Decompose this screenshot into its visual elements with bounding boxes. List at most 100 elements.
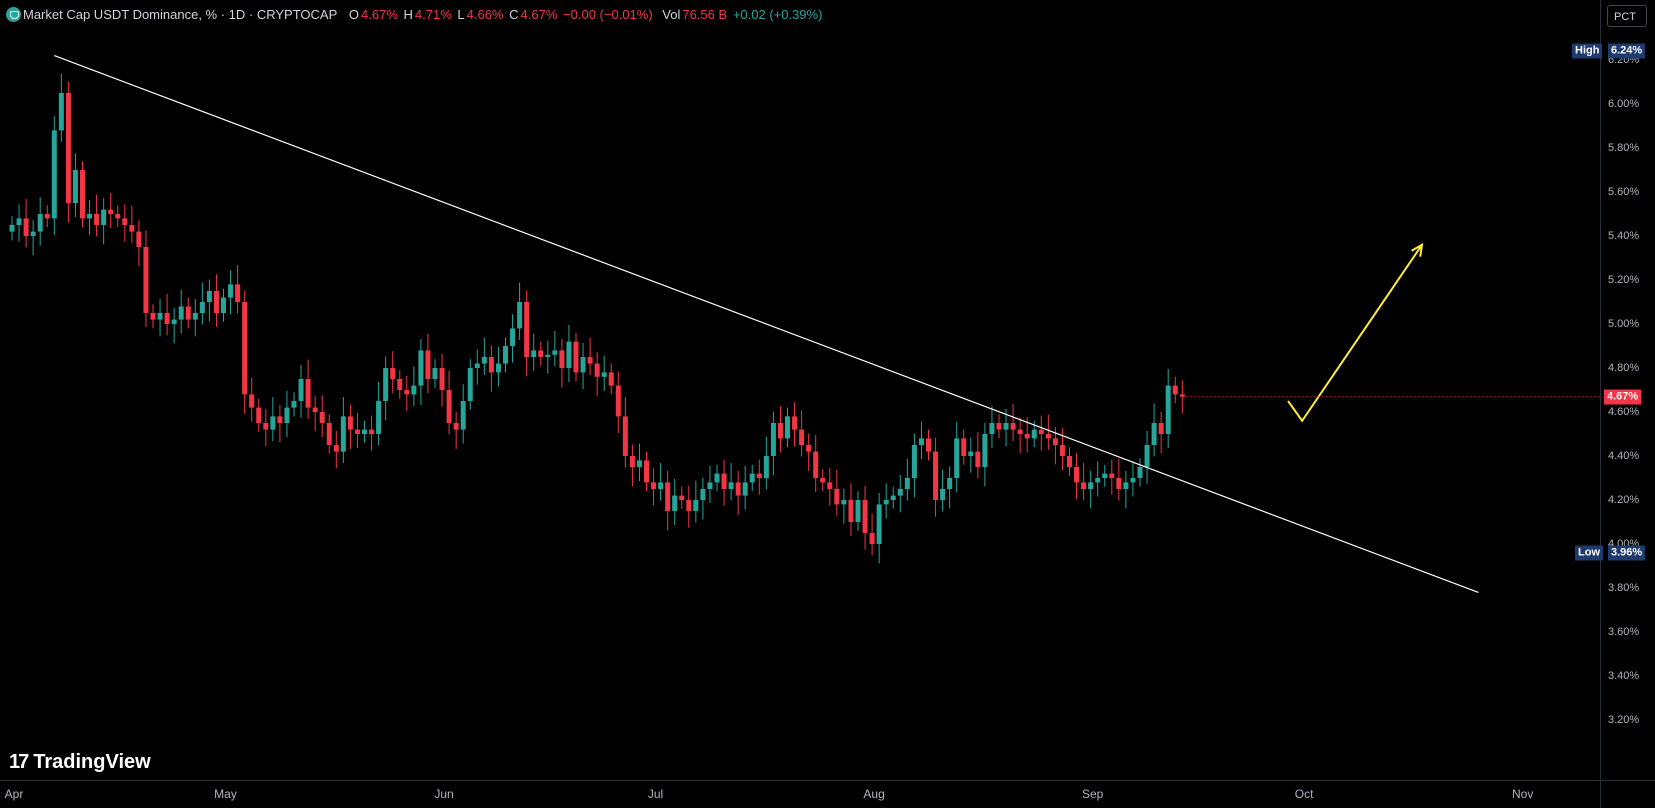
- candle-body: [897, 489, 903, 496]
- candle: [94, 194, 100, 237]
- candle-body: [65, 93, 71, 203]
- candle: [848, 483, 854, 537]
- price-chart[interactable]: [0, 0, 1600, 780]
- candle: [326, 414, 332, 454]
- time-tick-label: Jun: [434, 787, 454, 801]
- candle-body: [785, 416, 790, 439]
- candle: [770, 411, 776, 476]
- candle: [495, 346, 501, 387]
- candle-body: [249, 394, 255, 408]
- volume-label: Vol: [662, 7, 681, 22]
- candle: [531, 333, 537, 372]
- candle: [235, 265, 241, 314]
- time-axis[interactable]: [0, 780, 1600, 808]
- candle: [1144, 430, 1150, 484]
- candle-body: [728, 482, 734, 489]
- candle: [820, 469, 826, 492]
- candle: [1038, 415, 1044, 451]
- candle: [1067, 447, 1072, 476]
- candle-body: [432, 368, 438, 379]
- candle: [672, 478, 678, 526]
- projection-arrow[interactable]: [1287, 244, 1423, 423]
- candle-body: [1102, 473, 1108, 478]
- candle: [347, 404, 353, 449]
- candle: [714, 464, 720, 492]
- candle-body: [566, 341, 572, 368]
- candle: [629, 444, 635, 487]
- candle: [566, 324, 572, 383]
- candle: [164, 293, 170, 336]
- candle-body: [594, 363, 600, 377]
- candle-body: [425, 350, 431, 379]
- candle-body: [263, 423, 269, 430]
- candle-body: [305, 379, 311, 408]
- candle-body: [1010, 423, 1016, 430]
- candle-body: [503, 346, 508, 364]
- candle: [446, 370, 452, 435]
- symbol-title: Market Cap USDT Dominance, % · 1D · CRYP…: [23, 7, 338, 22]
- candle-body: [1024, 434, 1030, 439]
- candle-body: [157, 313, 163, 320]
- candle-body: [213, 291, 219, 313]
- candle: [467, 359, 473, 410]
- candle-body: [298, 379, 304, 401]
- candle: [707, 465, 713, 504]
- candle: [58, 73, 64, 142]
- candle: [115, 205, 121, 228]
- last-price-badge: 4.67%: [1604, 389, 1642, 405]
- candle: [911, 433, 917, 498]
- candle-body: [1116, 478, 1122, 489]
- candle-body: [686, 500, 692, 511]
- candle: [397, 370, 403, 399]
- candle: [918, 421, 924, 460]
- candle-body: [693, 500, 699, 511]
- candle: [926, 429, 931, 461]
- candle: [37, 197, 43, 246]
- candle-body: [460, 401, 466, 430]
- candle: [432, 359, 438, 388]
- candle-body: [524, 302, 530, 357]
- price-tick-label: 4.20%: [1608, 494, 1640, 506]
- candle: [841, 488, 847, 524]
- candle-body: [101, 209, 107, 225]
- candle-body: [651, 482, 657, 489]
- candle-body: [911, 445, 917, 478]
- candle: [136, 220, 142, 267]
- candle: [199, 282, 205, 325]
- candle-body: [30, 231, 36, 236]
- percent-scale-button[interactable]: PCT: [1607, 5, 1647, 27]
- candle: [552, 331, 558, 367]
- candle-body: [1031, 429, 1037, 439]
- price-tick-label: 4.80%: [1608, 362, 1640, 374]
- tradingview-logo: 17 TradingView: [9, 751, 151, 774]
- candle-body: [129, 225, 135, 232]
- candle-body: [601, 372, 607, 377]
- candle-body: [1059, 445, 1065, 456]
- candle-body: [672, 495, 678, 511]
- candle: [150, 304, 156, 329]
- candle: [890, 486, 896, 509]
- candle-body: [904, 478, 910, 489]
- candle-body: [58, 93, 64, 131]
- time-tick-label: Nov: [1512, 787, 1534, 801]
- candle-body: [446, 390, 452, 423]
- candle: [256, 398, 262, 432]
- candle: [594, 352, 600, 397]
- candle: [221, 288, 226, 322]
- candle: [968, 437, 974, 473]
- candle-body: [1003, 423, 1009, 430]
- candle: [44, 205, 50, 228]
- candle: [16, 204, 22, 242]
- candle-body: [277, 416, 283, 423]
- candle: [185, 297, 191, 329]
- trendline[interactable]: [54, 55, 1479, 593]
- candle-body: [9, 225, 15, 232]
- candle: [376, 381, 382, 446]
- projection-arrowhead: [1411, 242, 1424, 257]
- candle: [615, 371, 621, 434]
- candle: [80, 161, 85, 228]
- candle: [869, 513, 875, 556]
- candle-body: [1144, 445, 1150, 467]
- candle-body: [72, 170, 78, 203]
- low-value-badge: 3.96%: [1608, 545, 1646, 561]
